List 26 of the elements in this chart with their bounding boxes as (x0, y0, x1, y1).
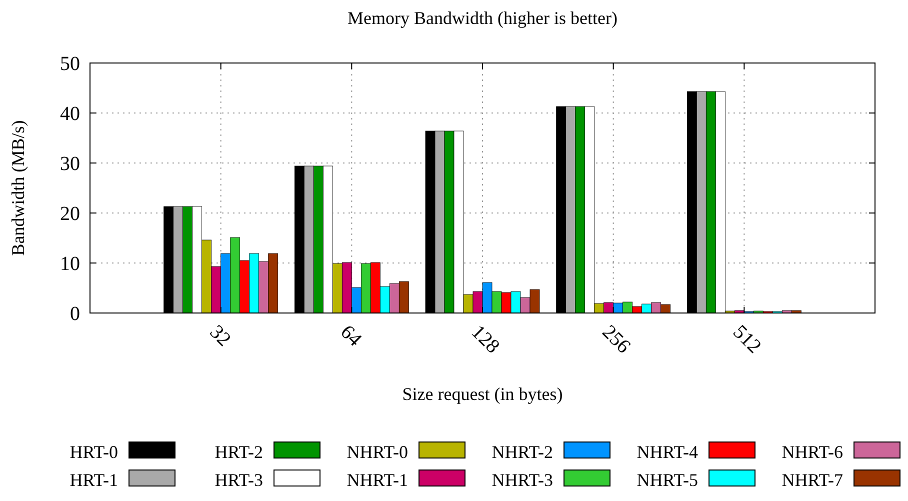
legend-label: HRT-2 (214, 442, 263, 462)
y-tick-label: 40 (60, 103, 80, 125)
x-tick-label: 256 (598, 320, 635, 358)
y-tick-label: 0 (70, 303, 80, 325)
x-tick-label: 32 (205, 320, 235, 351)
legend-label: NHRT-1 (346, 470, 408, 490)
legend-label: NHRT-0 (346, 442, 408, 462)
y-tick-label: 20 (60, 203, 80, 225)
legend-label: NHRT-6 (782, 442, 843, 462)
x-axis-title: Size request (in bytes) (402, 384, 563, 404)
x-tick-label: 64 (336, 320, 366, 351)
x-tick-label: 512 (728, 320, 766, 358)
legend-label: HRT-1 (70, 470, 118, 490)
y-tick-label: 50 (60, 53, 80, 75)
legend-label: NHRT-4 (636, 442, 698, 462)
legend-label: HRT-3 (214, 470, 263, 490)
y-tick-label: 30 (60, 153, 80, 175)
x-tick-label: 128 (466, 320, 504, 358)
legend-label: HRT-0 (70, 442, 118, 462)
legend-label: NHRT-5 (636, 470, 698, 490)
legend-label: NHRT-3 (492, 470, 553, 490)
legend-label: NHRT-7 (782, 470, 843, 490)
y-tick-label: 10 (60, 253, 80, 275)
legend-label: NHRT-2 (492, 442, 553, 462)
chart-title: Memory Bandwidth (higher is better) (348, 8, 618, 28)
y-axis-title: Bandwidth (MB/s) (8, 120, 28, 256)
